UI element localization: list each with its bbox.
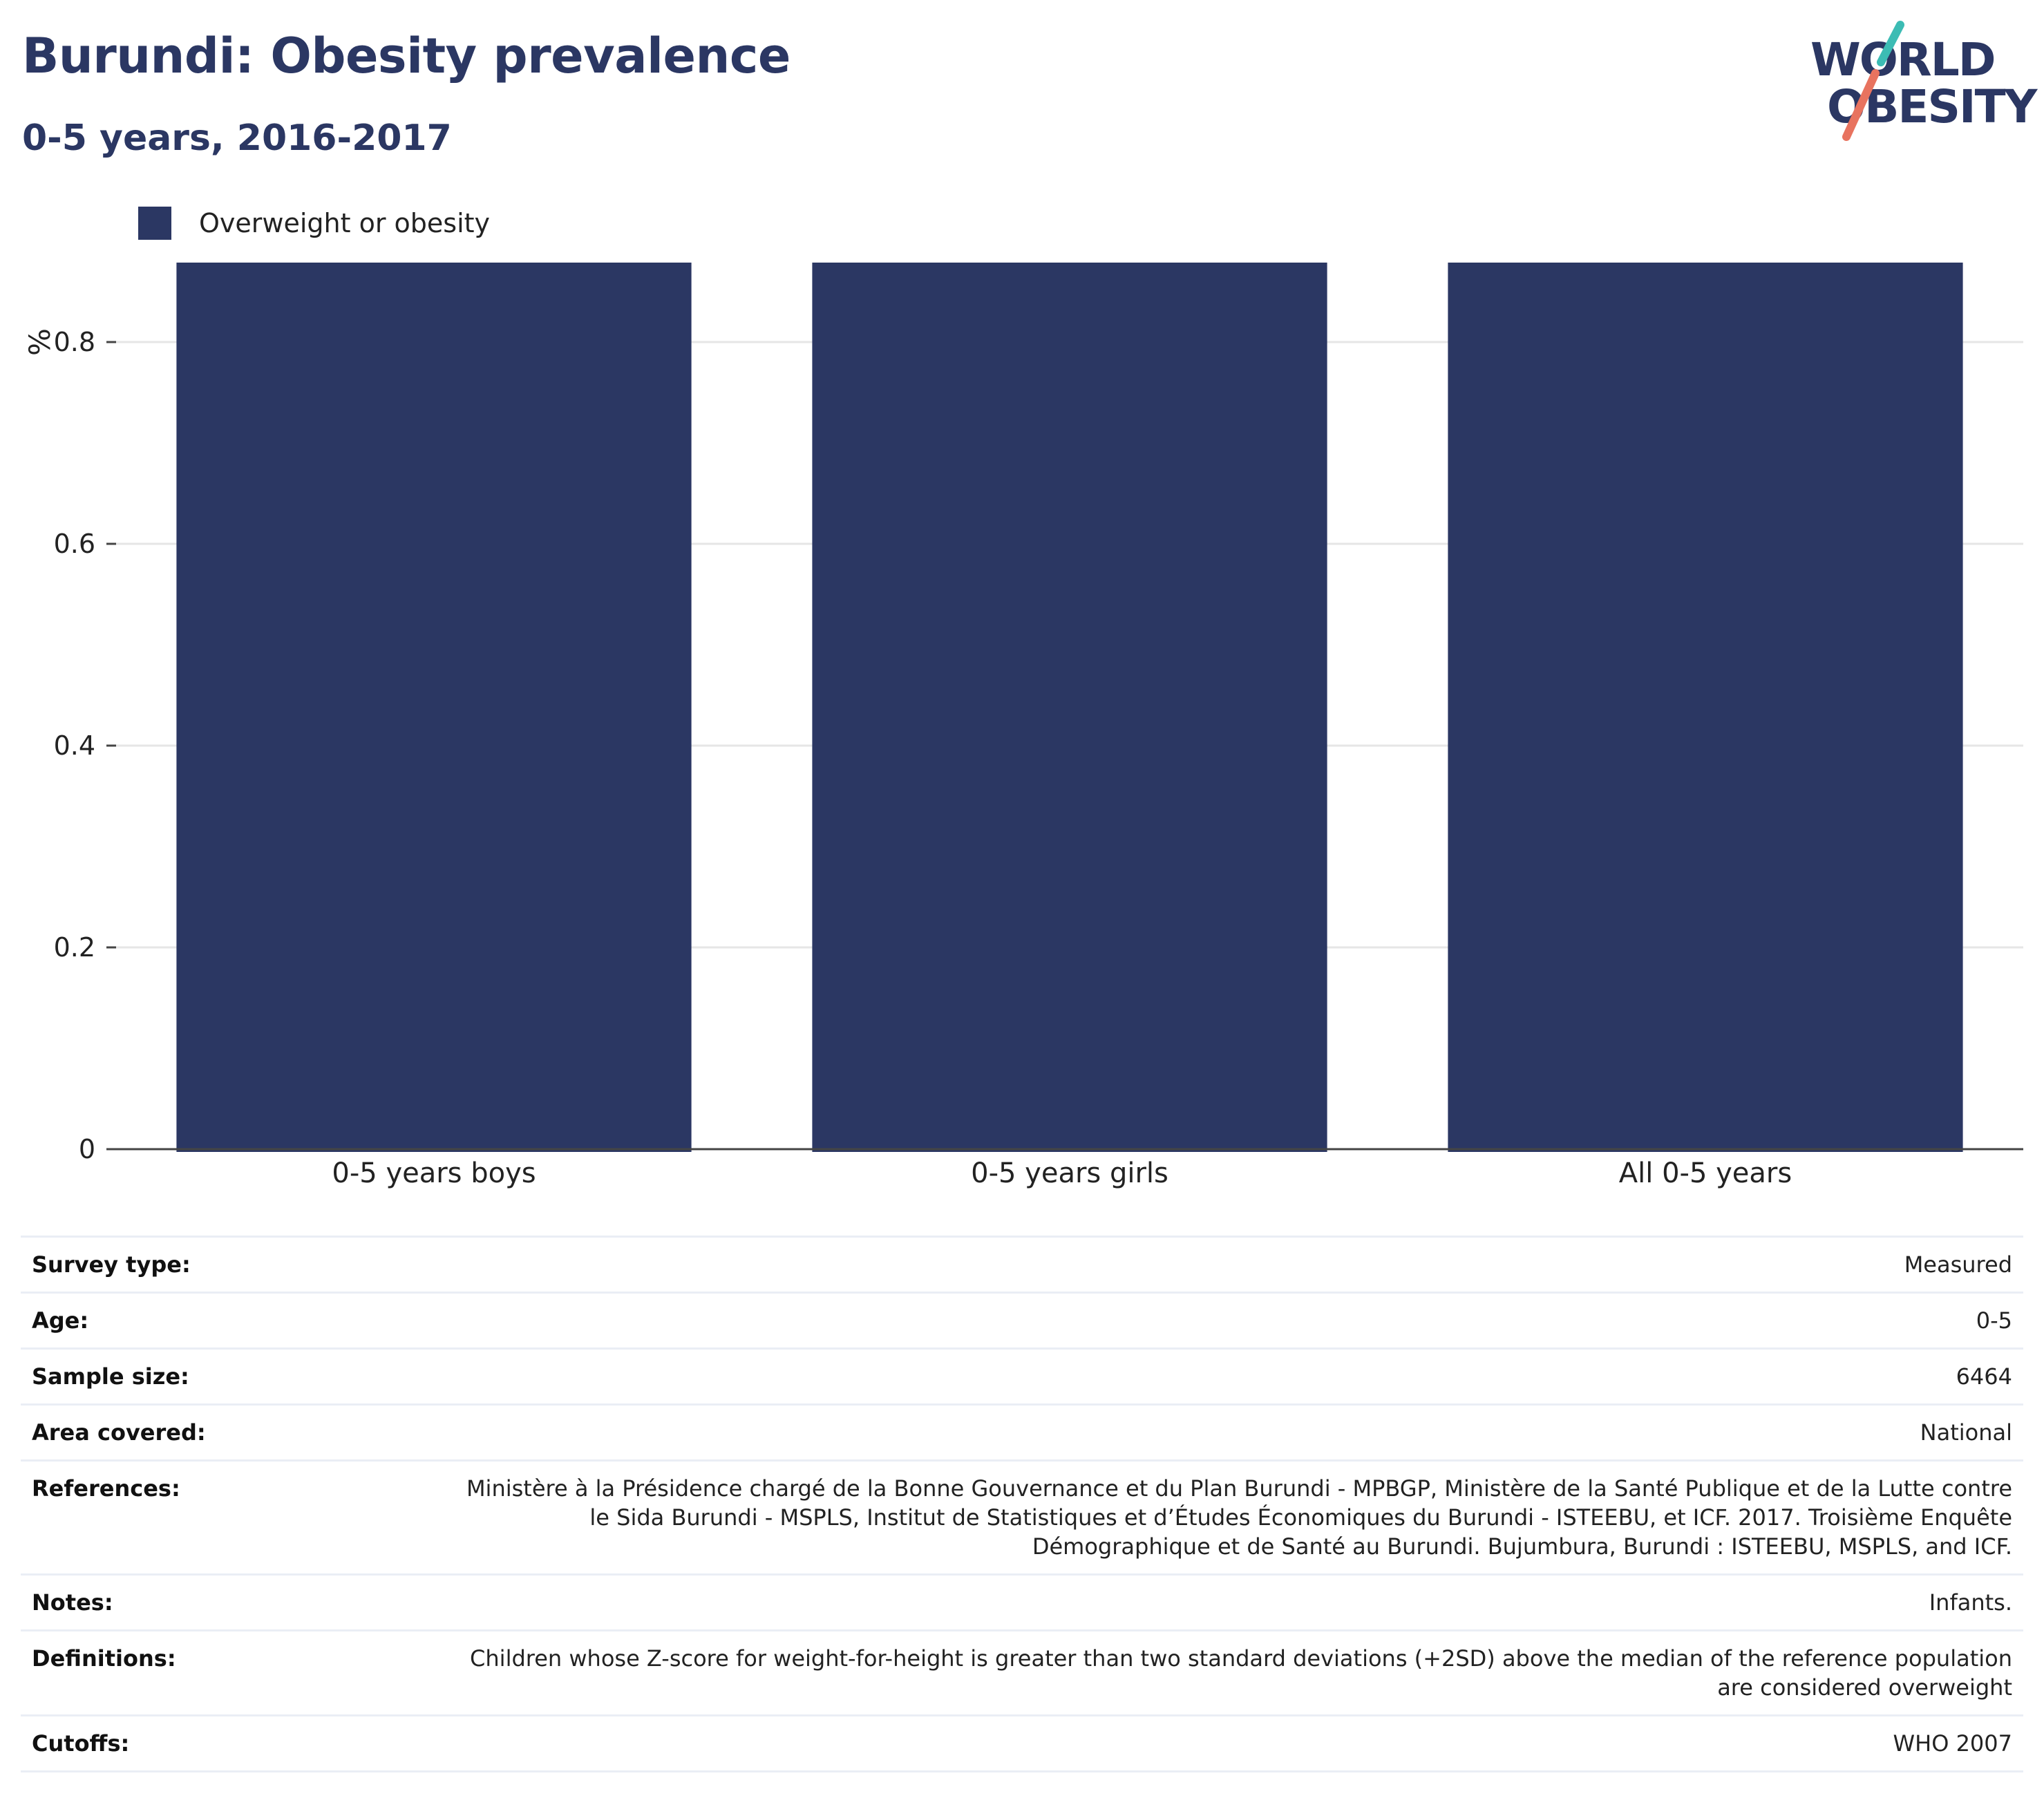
y-tick-label: 0.6 (54, 529, 95, 559)
info-row: Survey type: Measured (21, 1236, 2023, 1293)
bar (1448, 263, 1963, 1152)
info-key: Area covered: (21, 1403, 430, 1461)
info-key: Notes: (21, 1573, 430, 1631)
info-row: Age: 0-5 (21, 1292, 2023, 1349)
x-tick-label: All 0-5 years (1619, 1157, 1792, 1189)
y-tick-label: 0.2 (54, 932, 95, 963)
bar (176, 263, 692, 1152)
info-key: Sample size: (21, 1347, 430, 1405)
info-row: Area covered: National (21, 1403, 2023, 1461)
info-key: Survey type: (21, 1236, 430, 1293)
info-value: Ministère à la Présidence chargé de la B… (430, 1459, 2023, 1575)
info-row: Definitions: Children whose Z-score for w… (21, 1629, 2023, 1716)
info-row: References: Ministère à la Présidence cha… (21, 1459, 2023, 1575)
info-value: WHO 2007 (430, 1714, 2023, 1772)
world-obesity-logo: WORLD OBESITY (1797, 19, 2037, 144)
y-axis-title: % (23, 328, 57, 356)
info-key: Cutoffs: (21, 1714, 430, 1772)
info-row: Notes: Infants. (21, 1573, 2023, 1631)
legend-label: Overweight or obesity (199, 208, 491, 238)
chart-title: Burundi: Obesity prevalence (22, 28, 791, 84)
info-value: 6464 (430, 1347, 2023, 1405)
chart-subtitle: 0-5 years, 2016-2017 (22, 117, 452, 159)
info-value: National (430, 1403, 2023, 1461)
x-tick-label: 0-5 years girls (971, 1157, 1168, 1189)
logo-slash-icon (1842, 21, 1904, 141)
info-key: References: (21, 1459, 430, 1575)
info-row: Sample size: 6464 (21, 1347, 2023, 1405)
info-row: Cutoffs: WHO 2007 (21, 1714, 2023, 1772)
x-tick-label: 0-5 years boys (332, 1157, 536, 1189)
info-value: Infants. (430, 1573, 2023, 1631)
info-value: 0-5 (430, 1292, 2023, 1349)
y-tick-label: 0.4 (54, 730, 95, 761)
info-key: Age: (21, 1292, 430, 1349)
y-tick-label: 0 (79, 1134, 95, 1164)
survey-info-table: Survey type: Measured Age: 0-5 Sample size: 6… (21, 1236, 2023, 1772)
bar (812, 263, 1327, 1152)
info-value: Children whose Z-score for weight-for-he… (430, 1629, 2023, 1716)
info-key: Definitions: (21, 1629, 430, 1716)
legend-swatch (138, 207, 171, 240)
logo-word-world: WORLD (1810, 33, 1996, 86)
chart-legend: Overweight or obesity (138, 206, 490, 240)
info-value: Measured (430, 1236, 2023, 1293)
y-tick-label: 0.8 (54, 327, 95, 357)
